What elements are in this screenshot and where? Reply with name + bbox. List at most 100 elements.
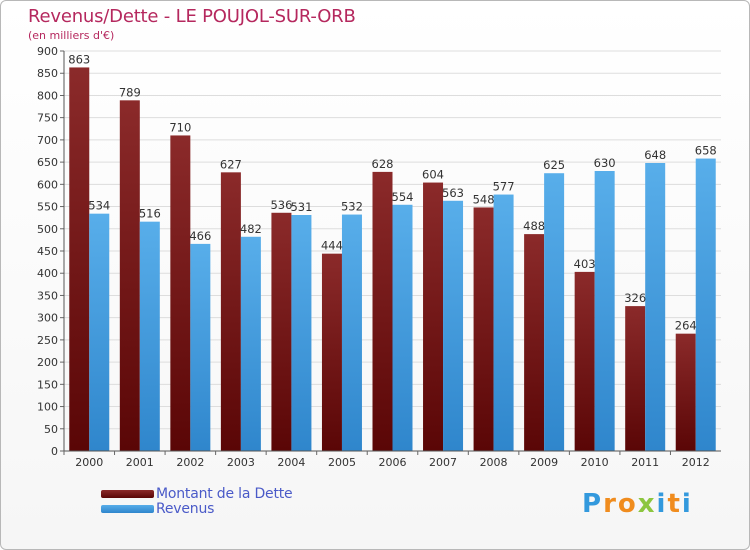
- logo-letter: o: [617, 489, 638, 519]
- x-tick-label: 2009: [530, 456, 558, 469]
- bar-debt-2005: [321, 253, 342, 451]
- bar-revenue-2011: [645, 163, 666, 451]
- x-tick-label: 2008: [480, 456, 508, 469]
- bar-debt-2007: [423, 182, 444, 452]
- x-tick-label: 2004: [277, 456, 305, 469]
- y-tick-label: 700: [37, 134, 58, 147]
- bar-revenue-2004: [291, 215, 312, 451]
- bar-debt-2002: [170, 135, 191, 451]
- bar-debt-2004: [271, 212, 292, 451]
- data-label-debt-2008: 548: [473, 192, 495, 206]
- x-tick-label: 2003: [227, 456, 255, 469]
- data-label-revenue-2002: 466: [189, 229, 211, 243]
- bar-revenue-2007: [443, 200, 464, 451]
- legend-swatch-revenue: [101, 505, 154, 513]
- bar-debt-2001: [119, 100, 140, 451]
- bar-revenue-2008: [493, 194, 514, 452]
- y-tick-label: 150: [37, 378, 58, 391]
- y-tick-label: 500: [37, 223, 58, 236]
- data-label-revenue-2011: 648: [644, 148, 666, 162]
- bar-debt-2006: [372, 171, 393, 451]
- x-tick-label: 2006: [379, 456, 407, 469]
- y-tick-label: 400: [37, 267, 58, 280]
- x-tick-label: 2012: [682, 456, 710, 469]
- chart-subtitle: (en milliers d'€): [28, 29, 115, 42]
- x-tick-label: 2000: [75, 456, 103, 469]
- y-tick-label: 600: [37, 178, 58, 191]
- legend-label-debt: Montant de la Dette: [156, 486, 293, 502]
- legend-item-debt: Montant de la Dette: [101, 486, 293, 502]
- y-tick-label: 850: [37, 67, 58, 80]
- y-tick-label: 550: [37, 201, 58, 214]
- data-label-debt-2000: 863: [68, 52, 90, 66]
- y-tick-label: 350: [37, 289, 58, 302]
- y-tick-label: 200: [37, 356, 58, 369]
- bar-revenue-2010: [594, 171, 615, 451]
- bar-debt-2012: [675, 333, 696, 451]
- x-tick-label: 2011: [631, 456, 659, 469]
- bar-debt-2003: [220, 172, 241, 452]
- bar-revenue-2012: [695, 158, 716, 452]
- data-label-debt-2005: 444: [321, 239, 343, 253]
- bar-debt-2010: [574, 271, 595, 451]
- y-tick-label: 300: [37, 312, 58, 325]
- y-tick-label: 250: [37, 334, 58, 347]
- data-label-debt-2007: 604: [422, 168, 444, 182]
- data-label-debt-2012: 264: [675, 319, 697, 333]
- bar-debt-2011: [625, 306, 646, 451]
- data-label-revenue-2008: 577: [493, 180, 515, 194]
- chart-title: Revenus/Dette - LE POUJOL-SUR-ORB: [28, 6, 356, 27]
- legend-swatch-debt: [101, 490, 154, 498]
- data-label-revenue-2003: 482: [240, 222, 262, 236]
- bar-debt-2009: [524, 234, 545, 451]
- data-label-debt-2003: 627: [220, 157, 242, 171]
- data-label-revenue-2012: 658: [695, 144, 717, 158]
- bar-revenue-2002: [190, 243, 211, 451]
- data-label-debt-2006: 628: [372, 157, 394, 171]
- y-tick-label: 750: [37, 112, 58, 125]
- proxiti-logo: Proxiti: [582, 489, 693, 519]
- data-label-debt-2011: 326: [624, 291, 646, 305]
- data-label-debt-2001: 789: [119, 85, 141, 99]
- bar-revenue-2009: [544, 173, 565, 451]
- y-tick-label: 800: [37, 89, 58, 102]
- legend-item-revenue: Revenus: [101, 502, 292, 517]
- logo-letter: i: [681, 489, 693, 519]
- data-label-debt-2010: 403: [574, 257, 596, 271]
- data-label-revenue-2009: 625: [543, 158, 565, 172]
- x-tick-label: 2005: [328, 456, 356, 469]
- bar-debt-2008: [473, 207, 494, 451]
- data-label-revenue-2001: 516: [139, 207, 161, 221]
- y-tick-label: 650: [37, 156, 58, 169]
- data-label-revenue-2005: 532: [341, 200, 363, 214]
- bar-revenue-2005: [341, 214, 362, 451]
- logo-letter: P: [582, 489, 604, 519]
- bar-revenue-2006: [392, 204, 413, 451]
- x-tick-label: 2002: [176, 456, 204, 469]
- chart-legend: Montant de la Dette Revenus: [101, 486, 293, 517]
- logo-letter: x: [637, 489, 657, 519]
- x-tick-label: 2010: [581, 456, 609, 469]
- data-label-debt-2009: 488: [523, 219, 545, 233]
- legend-label-revenue: Revenus: [156, 501, 215, 517]
- logo-letter: i: [656, 489, 668, 519]
- x-tick-label: 2007: [429, 456, 457, 469]
- data-label-revenue-2004: 531: [290, 200, 312, 214]
- data-label-revenue-2010: 630: [594, 156, 616, 170]
- data-label-debt-2002: 710: [169, 120, 191, 134]
- bar-debt-2000: [69, 67, 90, 451]
- y-tick-label: 450: [37, 245, 58, 258]
- bar-revenue-2003: [240, 236, 261, 451]
- data-label-revenue-2000: 534: [88, 199, 110, 213]
- data-label-debt-2004: 536: [270, 198, 292, 212]
- y-tick-label: 900: [37, 45, 58, 58]
- data-label-revenue-2007: 563: [442, 186, 464, 200]
- bar-revenue-2001: [139, 221, 160, 451]
- y-tick-label: 0: [51, 445, 58, 458]
- logo-letter: t: [667, 489, 682, 519]
- data-label-revenue-2006: 554: [392, 190, 414, 204]
- logo-letter: r: [603, 489, 618, 519]
- bar-revenue-2000: [89, 213, 110, 451]
